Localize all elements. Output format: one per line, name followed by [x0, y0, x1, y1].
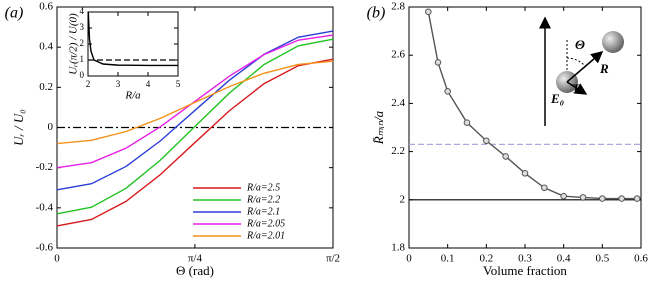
y-tick-label: 1 [80, 54, 85, 64]
x-axis-label: Θ (rad) [176, 263, 214, 278]
data-point [560, 192, 567, 200]
x-tick-label: 0.2 [479, 253, 493, 265]
y-tick-label: 2 [400, 193, 406, 205]
diagram-label: R [599, 61, 609, 76]
y-tick-label: 2.8 [391, 1, 405, 13]
x-axis-label: Volume fraction [483, 263, 567, 278]
y-tick-label: 0.4 [39, 41, 53, 53]
series-line [56, 60, 334, 145]
x-tick-label: 4 [146, 79, 151, 89]
data-point [599, 195, 606, 202]
y-tick-label: -0.6 [36, 242, 54, 254]
diagram-label: T [572, 81, 581, 96]
series-line [56, 58, 334, 227]
y-tick-label: 4 [80, 6, 85, 16]
diagram-label: E₀ [550, 91, 564, 106]
data-point [633, 195, 641, 202]
series-line [56, 38, 334, 215]
series-line [56, 30, 334, 191]
legend-label: R/a=2.2 [246, 194, 280, 205]
y-axis-label: R̄ₘᵢₙ/a [371, 110, 386, 145]
legend-label: R/a=2.01 [246, 230, 285, 241]
series-line [56, 34, 334, 169]
y-tick-label: 2.4 [391, 97, 405, 109]
data-point [521, 169, 529, 177]
panel-label: (a) [5, 5, 24, 22]
x-tick-label: π/4 [188, 253, 203, 265]
y-axis-label: Uᵣ(π/2) / U(0) [68, 13, 80, 75]
y-tick-label: 0 [80, 70, 85, 80]
x-tick-label: π/2 [326, 253, 340, 265]
plot-frame [87, 11, 179, 77]
x-tick-label: 2 [86, 79, 91, 89]
legend-label: R/a=2.5 [246, 182, 280, 193]
legend-label: R/a=2.05 [246, 218, 285, 229]
x-tick-label: 0.1 [441, 253, 455, 265]
y-tick-label: 0.6 [39, 1, 53, 13]
x-tick-label: 0.6 [634, 253, 648, 265]
panel-label: (b) [367, 5, 386, 22]
y-tick-label: 2.6 [391, 49, 405, 61]
data-point [425, 8, 432, 16]
series-line [87, 11, 178, 67]
diagram-label: Θ [575, 37, 585, 52]
data-point [483, 137, 490, 145]
data-point [502, 153, 509, 160]
x-tick-label: 0.4 [557, 253, 571, 265]
legend-label: R/a=2.1 [246, 206, 280, 217]
y-tick-label: 3 [80, 22, 85, 32]
data-point [434, 59, 442, 66]
x-tick-label: 0 [406, 253, 412, 265]
data-point [463, 119, 471, 126]
y-tick-label: -0.2 [36, 161, 53, 173]
schematic: E₀ Θ R T [539, 16, 624, 126]
data-point [618, 195, 625, 202]
data-point [444, 88, 451, 95]
y-tick-label: -0.4 [36, 201, 54, 213]
x-tick-label: 0 [54, 253, 60, 265]
x-tick-label: 5 [176, 79, 181, 89]
data-point [541, 184, 548, 192]
y-tick-label: 1.8 [391, 242, 405, 254]
y-tick-label: 0.2 [39, 81, 53, 93]
x-axis-label: R/a [124, 90, 141, 102]
data-point [579, 194, 587, 201]
x-tick-label: 0.3 [518, 253, 532, 265]
x-tick-label: 3 [116, 79, 121, 89]
y-tick-label: 2 [80, 38, 85, 48]
x-tick-label: 0.5 [595, 253, 609, 265]
y-tick-label: 2.2 [391, 145, 405, 157]
y-tick-label: 0 [48, 121, 54, 133]
y-axis-label: Uᵣ / U₀ [11, 109, 26, 146]
